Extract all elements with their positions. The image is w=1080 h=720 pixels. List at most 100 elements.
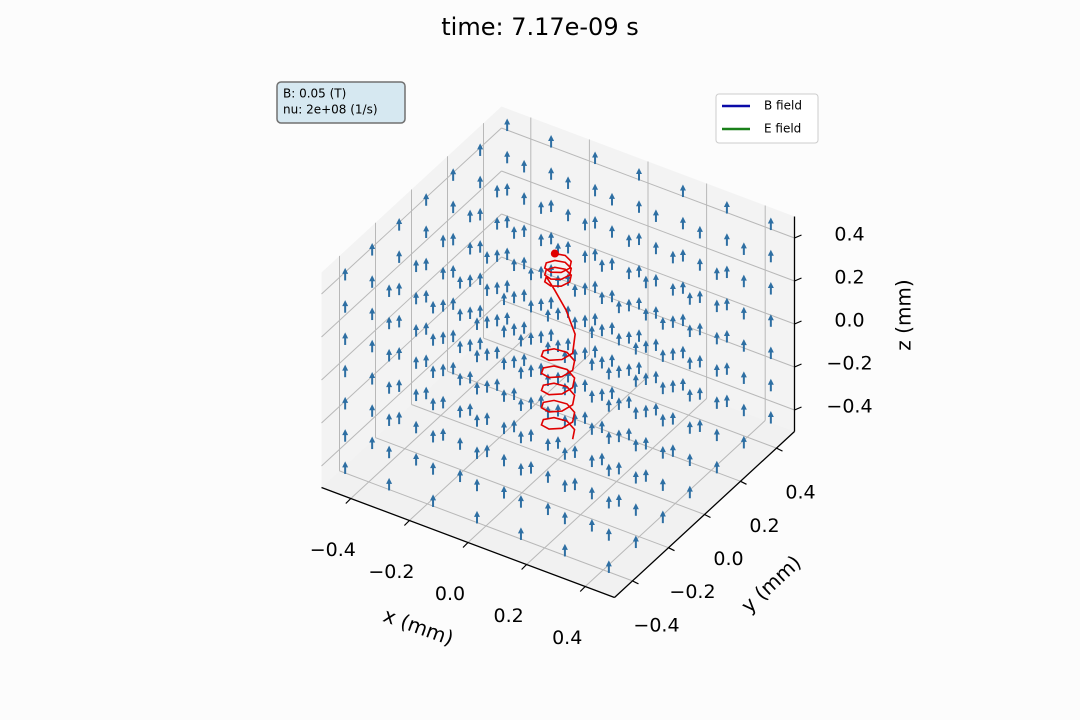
grid-line (321, 256, 502, 424)
field-arrow (467, 274, 474, 287)
field-arrow (450, 265, 457, 278)
field-arrow (767, 346, 774, 360)
grid-line (321, 213, 502, 381)
field-arrow (686, 453, 693, 466)
field-arrow (396, 347, 403, 360)
field-arrow (538, 265, 545, 279)
arrow-head (767, 410, 774, 417)
field-arrow (740, 339, 747, 352)
arrow-head (504, 311, 511, 318)
arrow-head (511, 226, 518, 233)
field-arrow (517, 398, 524, 411)
field-arrow (467, 370, 474, 384)
field-arrow (521, 353, 528, 366)
field-arrow (501, 389, 507, 402)
arrow-head (504, 247, 511, 254)
arrow-head (430, 365, 437, 372)
field-arrow (625, 234, 632, 247)
field-arrow (501, 421, 507, 435)
field-arrow (369, 275, 376, 288)
x-tick (403, 520, 410, 526)
x-tick (345, 498, 352, 504)
arrow-head (696, 419, 703, 426)
z-tick (794, 406, 802, 411)
arrow-head (494, 249, 501, 256)
y-tick (668, 547, 675, 552)
field-arrow (565, 208, 572, 222)
field-arrow (652, 209, 659, 222)
field-arrow (457, 275, 464, 289)
arrow-head (511, 258, 518, 265)
arrow-head (767, 346, 774, 353)
field-arrow (474, 381, 480, 395)
arrow-head (517, 398, 524, 405)
field-arrow (723, 362, 730, 375)
field-arrow (636, 232, 642, 246)
arrow-head (713, 460, 720, 467)
field-arrow (484, 444, 491, 458)
x-tick-label: 0.0 (435, 583, 465, 605)
field-arrow (605, 399, 612, 412)
field-arrow (588, 486, 595, 500)
field-arrow (538, 394, 545, 408)
arrow-head (440, 428, 447, 435)
field-arrow (740, 435, 747, 449)
arrow-head (440, 299, 447, 306)
field-arrow (669, 250, 676, 264)
field-arrow (528, 299, 534, 313)
arrow-head (494, 184, 501, 191)
field-arrow (592, 312, 599, 326)
arrow-head (484, 444, 491, 451)
field-arrow (659, 317, 666, 330)
field-arrow (477, 143, 484, 156)
field-arrow (430, 397, 437, 411)
field-arrow (511, 322, 518, 336)
arrow-head (474, 478, 480, 485)
field-arrow (605, 463, 612, 477)
arrow-head (592, 280, 599, 287)
field-arrow (423, 257, 430, 271)
field-arrow (396, 218, 403, 231)
arrow-head (659, 349, 666, 356)
arrow-head (450, 265, 457, 271)
arrow-head (386, 348, 393, 355)
arrow-head (636, 329, 642, 336)
arrow-head (713, 364, 720, 370)
arrow-head (369, 307, 376, 314)
arrow-head (686, 453, 693, 460)
arrow-head (504, 150, 511, 157)
field-arrow (528, 461, 534, 474)
field-arrow (450, 297, 457, 310)
field-arrow (494, 249, 501, 262)
arrow-head (396, 379, 403, 386)
field-arrow (679, 345, 686, 359)
field-arrow (504, 279, 511, 293)
arrow-head (528, 396, 534, 403)
field-arrow (592, 151, 599, 165)
arrow-head (528, 364, 534, 371)
arrow-head (609, 192, 615, 199)
arrow-head (723, 265, 730, 272)
field-arrow (369, 307, 376, 321)
field-arrow (342, 461, 349, 474)
y-tick (704, 513, 711, 519)
arrow-head (609, 321, 615, 328)
field-arrow (517, 495, 524, 508)
field-arrow (457, 340, 464, 354)
arrow-head (369, 436, 376, 443)
y-tick-label: 0.2 (749, 515, 779, 537)
arrow-head (484, 283, 491, 290)
field-arrow (369, 371, 376, 385)
field-arrow (565, 337, 572, 351)
field-arrow (521, 159, 528, 173)
field-arrow (615, 397, 622, 410)
field-arrow (467, 306, 474, 319)
field-arrow (659, 349, 666, 362)
arrow-head (484, 251, 491, 258)
arrow-head (521, 224, 528, 231)
field-arrow (723, 329, 730, 343)
field-arrow (605, 431, 612, 444)
field-arrow (423, 322, 430, 335)
field-arrow (642, 436, 649, 450)
